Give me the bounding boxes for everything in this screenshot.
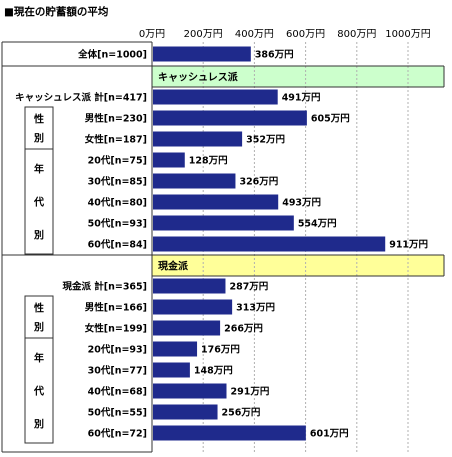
- row-label: 20代[n=75]: [88, 155, 147, 167]
- row-label: 現金派 計[n=365]: [62, 281, 147, 293]
- row-label: 男性[n=230]: [85, 113, 147, 125]
- row-label: 女性[n=187]: [85, 134, 147, 146]
- row-label: 40代[n=80]: [88, 197, 147, 209]
- bar: [153, 299, 233, 315]
- row-label: 60代[n=72]: [88, 428, 147, 440]
- section-band-1: [152, 66, 444, 87]
- bar: [153, 215, 294, 231]
- bar: [153, 152, 185, 168]
- row-label: キャッシュレス派 計[n=417]: [15, 92, 147, 104]
- group-label-char: 年: [34, 163, 44, 176]
- group-label-char: 代: [33, 196, 44, 209]
- bar: [153, 131, 243, 147]
- bar: [153, 89, 278, 105]
- row-label: 女性[n=199]: [85, 323, 147, 335]
- bars: [153, 46, 386, 441]
- section-label: 現金派: [158, 260, 189, 273]
- row-label: 30代[n=85]: [88, 176, 147, 188]
- group-label-char: 年: [34, 352, 44, 365]
- row-labels: 全体[n=1000] キャッシュレス派 計[n=417] 男性[n=230] 女性[n…: [15, 49, 147, 440]
- value-label: 266万円: [224, 324, 263, 335]
- group-label-char: 別: [33, 228, 44, 241]
- x-tick-label: 400万円: [235, 29, 274, 40]
- bar: [153, 341, 198, 357]
- value-label: 148万円: [194, 366, 233, 377]
- bar: [153, 194, 279, 210]
- group-label-char: 性: [33, 112, 44, 125]
- bar: [153, 278, 226, 294]
- x-tick-label: 800万円: [337, 29, 376, 40]
- value-label: 605万円: [311, 114, 350, 125]
- row-label: 20代[n=93]: [88, 344, 147, 356]
- x-tick-label: 1000万円: [385, 29, 430, 40]
- value-label: 176万円: [201, 345, 240, 356]
- value-label: 287万円: [229, 282, 268, 293]
- row-label: 60代[n=84]: [88, 239, 147, 251]
- value-label: 601万円: [310, 429, 349, 440]
- x-tick-label: 600万円: [286, 29, 325, 40]
- bar: [153, 236, 386, 252]
- value-label: 386万円: [255, 50, 294, 61]
- value-label: 326万円: [239, 177, 278, 188]
- row-label: 50代[n=55]: [88, 407, 147, 419]
- value-label: 491万円: [282, 93, 321, 104]
- value-label: 352万円: [246, 135, 285, 146]
- value-label: 554万円: [298, 219, 337, 230]
- section-bands: [152, 66, 444, 276]
- row-label: 全体[n=1000]: [77, 49, 147, 61]
- bar: [153, 362, 190, 378]
- row-label: 40代[n=68]: [88, 386, 147, 398]
- value-label: 256万円: [222, 408, 261, 419]
- value-label: 128万円: [189, 156, 228, 167]
- value-labels: 386万円 491万円 605万円 352万円 128万円 326万円 493万円 554万円…: [189, 50, 428, 440]
- group-label-char: 別: [33, 132, 44, 145]
- value-label: 911万円: [389, 240, 428, 251]
- x-tick-label: 0万円: [139, 29, 165, 40]
- bar: [153, 383, 227, 399]
- bar: [153, 404, 218, 420]
- group-label-char: 性: [33, 301, 44, 314]
- section-label: キャッシュレス派: [158, 72, 239, 84]
- row-label: 男性[n=166]: [85, 302, 147, 314]
- row-label: 50代[n=93]: [88, 218, 147, 230]
- x-tick-labels: 0万円 200万円 400万円 600万円 800万円 1000万円: [139, 29, 431, 40]
- group-box-4: [24, 337, 54, 444]
- group-label-char: 別: [33, 321, 44, 334]
- value-label: 313万円: [236, 303, 275, 314]
- row-label: 30代[n=77]: [88, 365, 147, 377]
- group-label-char: 代: [33, 385, 44, 398]
- bar: [153, 110, 307, 126]
- value-label: 493万円: [282, 198, 321, 209]
- bar: [153, 320, 221, 336]
- bar: [153, 425, 306, 441]
- x-tick-label: 200万円: [184, 29, 223, 40]
- group-label-char: 別: [33, 417, 44, 430]
- chart-title: ■現在の貯蓄額の平均: [4, 5, 108, 18]
- section-band-2: [152, 255, 444, 276]
- value-label: 291万円: [230, 387, 269, 398]
- group-box-2: [24, 148, 54, 255]
- bar: [153, 173, 236, 189]
- table-frame: [1, 41, 445, 453]
- bar: [153, 46, 251, 62]
